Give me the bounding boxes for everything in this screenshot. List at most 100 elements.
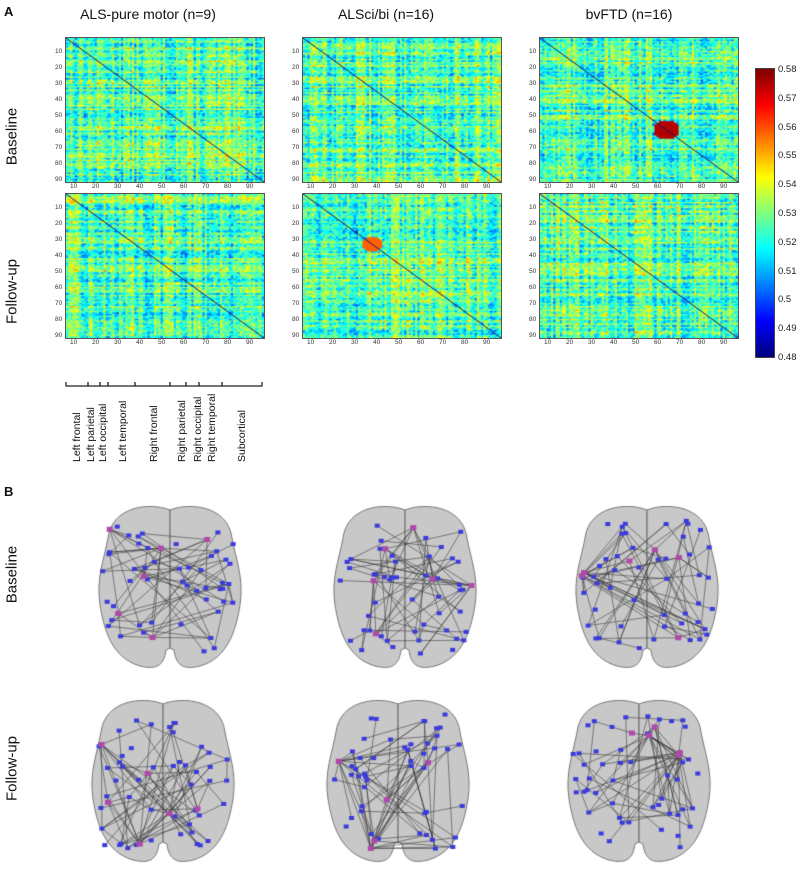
connectivity-matrix <box>539 37 739 183</box>
matrix-x-tick: 90 <box>483 339 491 346</box>
matrix-x-tick: 10 <box>307 183 315 190</box>
colorbar-tick-label: 0.48 <box>778 352 797 363</box>
matrix-y-tick: 90 <box>292 332 300 339</box>
matrix-x-tick: 20 <box>329 183 337 190</box>
matrix-x-tick: 70 <box>676 183 684 190</box>
colorbar-tick-label: 0.57 <box>778 92 797 104</box>
matrix-y-tick: 60 <box>55 128 63 135</box>
matrix-y-tick: 10 <box>292 204 300 211</box>
brain-network <box>95 500 245 672</box>
matrix-y-tick: 60 <box>529 128 537 135</box>
matrix-x-tick: 40 <box>373 183 381 190</box>
matrix-y-tick: 10 <box>55 204 63 211</box>
matrix-x-tick: 50 <box>632 183 640 190</box>
matrix-x-tick: 40 <box>610 339 618 346</box>
matrix-x-tick: 10 <box>70 183 78 190</box>
matrix-x-tick: 40 <box>136 339 144 346</box>
matrix-x-tick: 80 <box>461 183 469 190</box>
matrix-y-tick: 70 <box>55 300 63 307</box>
matrix-x-tick: 40 <box>373 339 381 346</box>
matrix-heatmap <box>66 194 264 338</box>
region-bracket <box>169 382 187 387</box>
matrix-y-tick: 50 <box>529 268 537 275</box>
matrix-x-tick: 20 <box>329 339 337 346</box>
region-label: Right temporal <box>206 393 218 462</box>
matrix-x-tick: 50 <box>632 339 640 346</box>
matrix-y-tick: 50 <box>292 112 300 119</box>
matrix-y-tick: 40 <box>292 96 300 103</box>
connectivity-matrix <box>539 193 739 339</box>
matrix-y-tick: 40 <box>55 96 63 103</box>
matrix-x-tick: 40 <box>136 183 144 190</box>
panel-a-letter: A <box>4 4 14 19</box>
matrix-y-tick: 30 <box>529 80 537 87</box>
colorbar-tick-label: 0.52 <box>778 236 797 248</box>
matrix-y-tick: 40 <box>292 252 300 259</box>
matrix-x-tick: 20 <box>566 339 574 346</box>
matrix-y-tick: 20 <box>529 220 537 227</box>
brain-network <box>88 694 238 866</box>
matrix-y-tick: 50 <box>529 112 537 119</box>
connectivity-matrix <box>302 37 502 183</box>
matrix-heatmap <box>540 194 738 338</box>
colorbar-tick-label: 0.5 <box>778 294 792 306</box>
matrix-x-tick: 20 <box>92 339 100 346</box>
matrix-x-tick: 80 <box>698 339 706 346</box>
matrix-x-tick: 30 <box>588 183 596 190</box>
colorbar-tick-label: 0.53 <box>778 208 797 219</box>
region-label: Left parietal <box>85 407 97 462</box>
matrix-x-tick: 50 <box>395 183 403 190</box>
brain-network <box>572 500 722 672</box>
matrix-x-tick: 60 <box>180 183 188 190</box>
matrix-x-tick: 30 <box>351 183 359 190</box>
matrix-y-tick: 80 <box>55 316 63 323</box>
connectivity-matrix <box>65 193 265 339</box>
region-label: Left occipital <box>97 403 109 462</box>
region-label: Right occipital <box>192 396 204 462</box>
matrix-y-tick: 20 <box>292 64 300 71</box>
matrix-x-tick: 70 <box>439 339 447 346</box>
colorbar-tick-label: 0.55 <box>778 150 797 162</box>
matrix-heatmap <box>303 38 501 182</box>
matrix-x-tick: 80 <box>224 339 232 346</box>
matrix-x-tick: 50 <box>395 339 403 346</box>
matrix-x-tick: 30 <box>114 339 122 346</box>
matrix-x-tick: 90 <box>720 339 728 346</box>
matrix-y-tick: 60 <box>55 284 63 291</box>
region-bracket <box>134 382 171 387</box>
region-bracket <box>185 382 200 387</box>
column-title-bvftd: bvFTD (n=16) <box>585 6 673 22</box>
matrix-y-tick: 60 <box>529 284 537 291</box>
region-label: Left frontal <box>71 412 83 462</box>
matrix-x-tick: 20 <box>92 183 100 190</box>
matrix-x-tick: 80 <box>461 339 469 346</box>
matrix-y-tick: 60 <box>292 284 300 291</box>
matrix-x-tick: 30 <box>351 339 359 346</box>
matrix-y-tick: 80 <box>292 160 300 167</box>
matrix-x-tick: 80 <box>224 183 232 190</box>
region-label: Right frontal <box>148 405 160 462</box>
matrix-y-tick: 70 <box>529 300 537 307</box>
matrix-x-tick: 80 <box>698 183 706 190</box>
matrix-x-tick: 70 <box>676 339 684 346</box>
matrix-y-tick: 70 <box>529 144 537 151</box>
connectivity-matrix <box>65 37 265 183</box>
matrix-y-tick: 40 <box>529 252 537 259</box>
matrix-x-tick: 60 <box>654 339 662 346</box>
matrix-x-tick: 10 <box>544 183 552 190</box>
brain-graph-canvas <box>564 694 714 866</box>
column-title-als-pure-motor: ALS-pure motor (n=9) <box>80 6 216 22</box>
matrix-x-tick: 60 <box>417 339 425 346</box>
region-bracket <box>107 382 136 387</box>
matrix-x-tick: 30 <box>588 339 596 346</box>
matrix-y-tick: 20 <box>55 64 63 71</box>
matrix-heatmap <box>66 38 264 182</box>
matrix-x-tick: 70 <box>202 183 210 190</box>
matrix-y-tick: 50 <box>55 268 63 275</box>
matrix-y-tick: 90 <box>292 176 300 183</box>
matrix-y-tick: 30 <box>55 80 63 87</box>
matrix-y-tick: 70 <box>292 300 300 307</box>
matrix-y-tick: 90 <box>529 176 537 183</box>
matrix-x-tick: 90 <box>246 183 254 190</box>
matrix-x-tick: 50 <box>158 339 166 346</box>
